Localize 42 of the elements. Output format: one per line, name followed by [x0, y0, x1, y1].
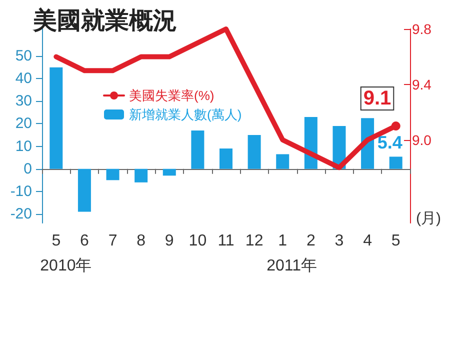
bar — [191, 130, 204, 169]
y2-tick-label: 9.8 — [412, 21, 432, 37]
data-label: 5.4 — [377, 132, 402, 153]
x-tick-label: 5 — [391, 232, 400, 250]
y2-tick-label: 9.4 — [412, 76, 432, 92]
text: 2010年 — [40, 258, 92, 274]
legend-label: 新增就業人數(萬人) — [129, 107, 242, 122]
y-tick-label: -20 — [10, 205, 32, 222]
bar — [78, 168, 91, 212]
bar — [134, 168, 148, 182]
bar — [248, 135, 261, 169]
x-tick-label: 3 — [334, 232, 344, 250]
bar — [106, 168, 120, 180]
bar — [220, 148, 232, 169]
y-tick-label: 0 — [24, 160, 32, 178]
y-tick-label: 10 — [15, 138, 32, 155]
bar — [50, 67, 63, 169]
x-tick-label: 8 — [136, 232, 146, 250]
x-tick-label: 2 — [306, 232, 316, 250]
x-tick-label: 12 — [245, 232, 264, 250]
x-tick-label: 6 — [80, 232, 90, 250]
y-tick-label: -10 — [10, 182, 32, 200]
y-tick-label: 50 — [15, 48, 32, 65]
x-tick-label: 9 — [164, 232, 174, 250]
bar — [276, 154, 290, 169]
bar — [389, 156, 402, 169]
x-tick-label: 5 — [52, 232, 61, 250]
text: 2011年 — [266, 258, 318, 274]
x-tick-label: 4 — [363, 232, 372, 250]
y2-tick-label: 9.0 — [412, 132, 432, 148]
chart-title: 美國就業概況 — [32, 6, 177, 34]
x-tick-label: 11 — [218, 232, 234, 250]
x-tick-label: 7 — [108, 232, 118, 250]
data-label: 9.1 — [363, 88, 392, 110]
legend-label: 美國失業率(%) — [129, 88, 214, 103]
x-tick-label: 1 — [278, 232, 288, 250]
y-tick-label: 30 — [15, 92, 32, 110]
x-tick-label: 10 — [188, 232, 207, 250]
x-axis-title: (月) — [416, 210, 441, 227]
bar — [162, 168, 176, 176]
y-tick-label: 40 — [15, 70, 32, 88]
y-tick-label: 20 — [15, 115, 32, 132]
